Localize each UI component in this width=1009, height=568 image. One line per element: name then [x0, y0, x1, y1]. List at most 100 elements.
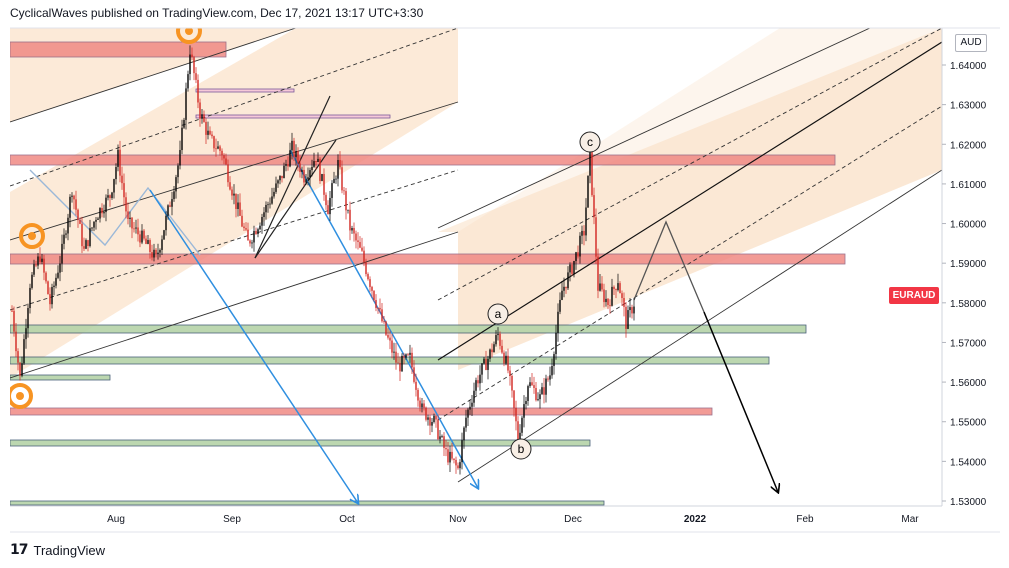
candle-body [195, 73, 197, 80]
plot-area: a b c [10, 28, 942, 506]
candle-body [451, 451, 453, 459]
price-tick-label: 1.54000 [950, 457, 987, 468]
svg-text:b: b [518, 442, 525, 456]
candle-body [235, 193, 237, 210]
candle-body [225, 158, 227, 165]
candle-body [435, 415, 437, 420]
candle-body [273, 191, 275, 197]
candle-body [101, 207, 103, 214]
svg-text:c: c [587, 135, 593, 149]
candle-body [255, 230, 257, 235]
candles [11, 45, 635, 475]
price-tick-label: 1.55000 [950, 418, 987, 429]
candle-body [219, 146, 221, 151]
candle-body [71, 195, 73, 197]
candle-body [263, 212, 265, 218]
candle-body [259, 225, 261, 230]
candle-body [307, 177, 309, 180]
candle-body [321, 174, 323, 181]
candle-body [551, 366, 553, 376]
candle-body [335, 178, 337, 180]
footer-brand[interactable]: 17 TradingView [10, 541, 105, 559]
candle-body [553, 354, 555, 367]
candle-body [525, 400, 527, 405]
price-tick-label: 1.64000 [950, 61, 987, 72]
candle-body [143, 230, 145, 239]
wedge-lower [254, 139, 337, 259]
candle-body [171, 199, 173, 207]
candle-body [515, 407, 517, 422]
candle-body [617, 283, 619, 291]
candle-body [305, 179, 307, 183]
price-tick-label: 1.59000 [950, 259, 987, 270]
candle-body [139, 234, 141, 243]
time-tick-label: Dec [564, 514, 582, 525]
candle-body [133, 228, 135, 230]
price-axis: 1.53000 1.54000 1.55000 1.56000 1.57000 1.580… [942, 61, 987, 508]
candle-body [399, 362, 401, 372]
candle-body [37, 256, 39, 266]
candle-body [619, 283, 621, 294]
author-name[interactable]: CyclicalWaves [10, 6, 88, 20]
candle-body [113, 179, 115, 193]
candle-body [425, 407, 427, 420]
candle-body [537, 399, 539, 401]
candle-body [455, 459, 457, 466]
wave-label-c: c [579, 131, 601, 153]
candle-body [401, 355, 403, 372]
time-tick-label: Oct [339, 514, 355, 525]
candle-body [631, 307, 633, 314]
blue-arrow-1 [149, 189, 358, 503]
candle-body [419, 400, 421, 408]
left-channel-bottom [10, 231, 459, 379]
candle-body [573, 261, 575, 274]
candle-body [23, 339, 25, 364]
candle-body [221, 150, 223, 156]
candle-body [309, 170, 311, 178]
candle-body [579, 235, 581, 257]
time-tick-label: Feb [796, 514, 814, 525]
symbol-price-tag: EURAUD [889, 287, 939, 304]
candle-body [585, 207, 587, 236]
zone-small-2 [195, 114, 391, 119]
candle-body [371, 286, 373, 291]
candle-body [477, 380, 479, 384]
currency-label[interactable]: AUD [955, 34, 987, 52]
candle-body [403, 355, 405, 358]
candle-body [559, 299, 561, 312]
candle-body [129, 217, 131, 219]
candle-body [125, 197, 127, 212]
candle-body [169, 205, 171, 207]
candle-body [363, 250, 365, 263]
candle-body [483, 358, 485, 364]
candle-body [45, 272, 47, 282]
candle-body [621, 293, 623, 299]
candle-body [31, 274, 33, 288]
candle-body [17, 351, 19, 363]
candle-body [625, 306, 627, 329]
zone-support-3 [10, 439, 591, 447]
candle-body [109, 195, 111, 199]
candle-body [285, 164, 287, 166]
candle-body [443, 436, 445, 448]
candle-body [165, 215, 167, 231]
zone-support-5 [10, 500, 605, 506]
candle-body [339, 159, 341, 168]
candle-body [547, 378, 549, 380]
candle-body [173, 191, 175, 200]
candle-body [315, 161, 317, 162]
candle-body [569, 264, 571, 273]
left-channel-top [10, 28, 297, 123]
candle-body [565, 286, 567, 289]
candle-body [293, 140, 295, 158]
candle-body [121, 175, 123, 184]
candle-body [261, 217, 263, 226]
candle-body [21, 363, 23, 376]
wave-label-b: b [510, 438, 532, 460]
candle-body [57, 272, 59, 278]
candle-body [513, 390, 515, 408]
candle-body [439, 436, 441, 440]
left-channel-mid [10, 101, 459, 241]
candle-body [407, 354, 409, 356]
